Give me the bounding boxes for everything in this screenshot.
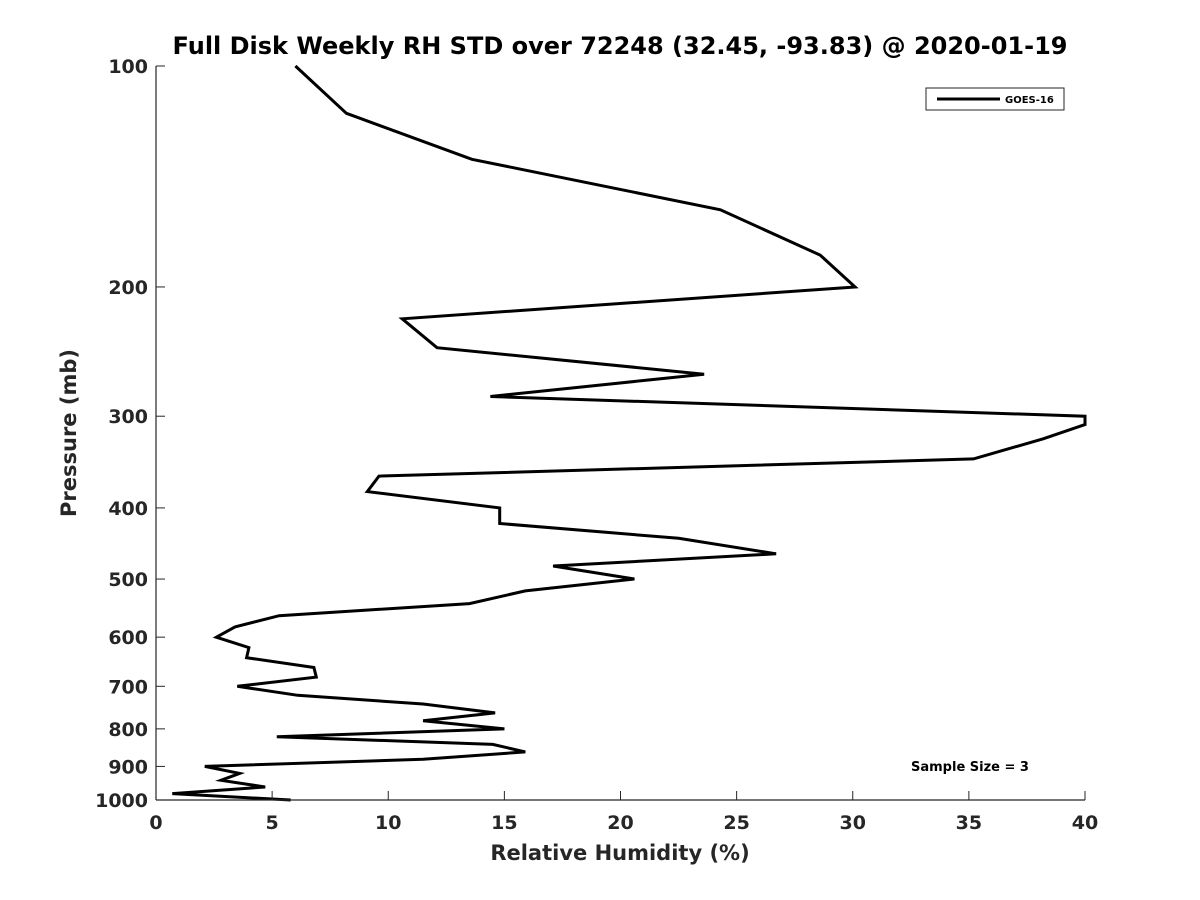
y-tick-label: 800 (108, 719, 148, 741)
chart-title: Full Disk Weekly RH STD over 72248 (32.4… (173, 32, 1068, 60)
y-tick-label: 200 (108, 277, 148, 299)
x-tick-label: 5 (266, 812, 279, 834)
x-ticks: 0 5 10 15 20 25 30 35 40 (149, 791, 1098, 834)
y-tick-label: 1000 (95, 790, 148, 812)
y-tick-label: 600 (108, 627, 148, 649)
sample-size-annotation: Sample Size = 3 (911, 760, 1029, 775)
x-axis-label: Relative Humidity (%) (490, 841, 749, 865)
legend-label: GOES-16 (1005, 95, 1054, 106)
y-tick-label: 500 (108, 569, 148, 591)
y-tick-label: 700 (108, 676, 148, 698)
series-line-0 (172, 64, 1087, 802)
y-ticks: 100 200 300 400 500 600 700 800 900 1000 (95, 56, 165, 812)
series-layer (172, 64, 1087, 802)
y-tick-label: 100 (108, 56, 148, 78)
y-tick-label: 300 (108, 406, 148, 428)
x-tick-label: 30 (840, 812, 866, 834)
x-tick-label: 40 (1072, 812, 1098, 834)
x-tick-label: 10 (375, 812, 401, 834)
y-tick-label: 400 (108, 498, 148, 520)
x-tick-label: 20 (607, 812, 633, 834)
x-tick-label: 25 (723, 812, 749, 834)
x-tick-label: 0 (149, 812, 162, 834)
x-tick-label: 15 (491, 812, 517, 834)
plot-area (156, 66, 1085, 800)
y-tick-label: 900 (108, 756, 148, 778)
y-axis-label: Pressure (mb) (57, 349, 81, 517)
x-tick-label: 35 (956, 812, 982, 834)
legend: GOES-16 (925, 87, 1065, 111)
